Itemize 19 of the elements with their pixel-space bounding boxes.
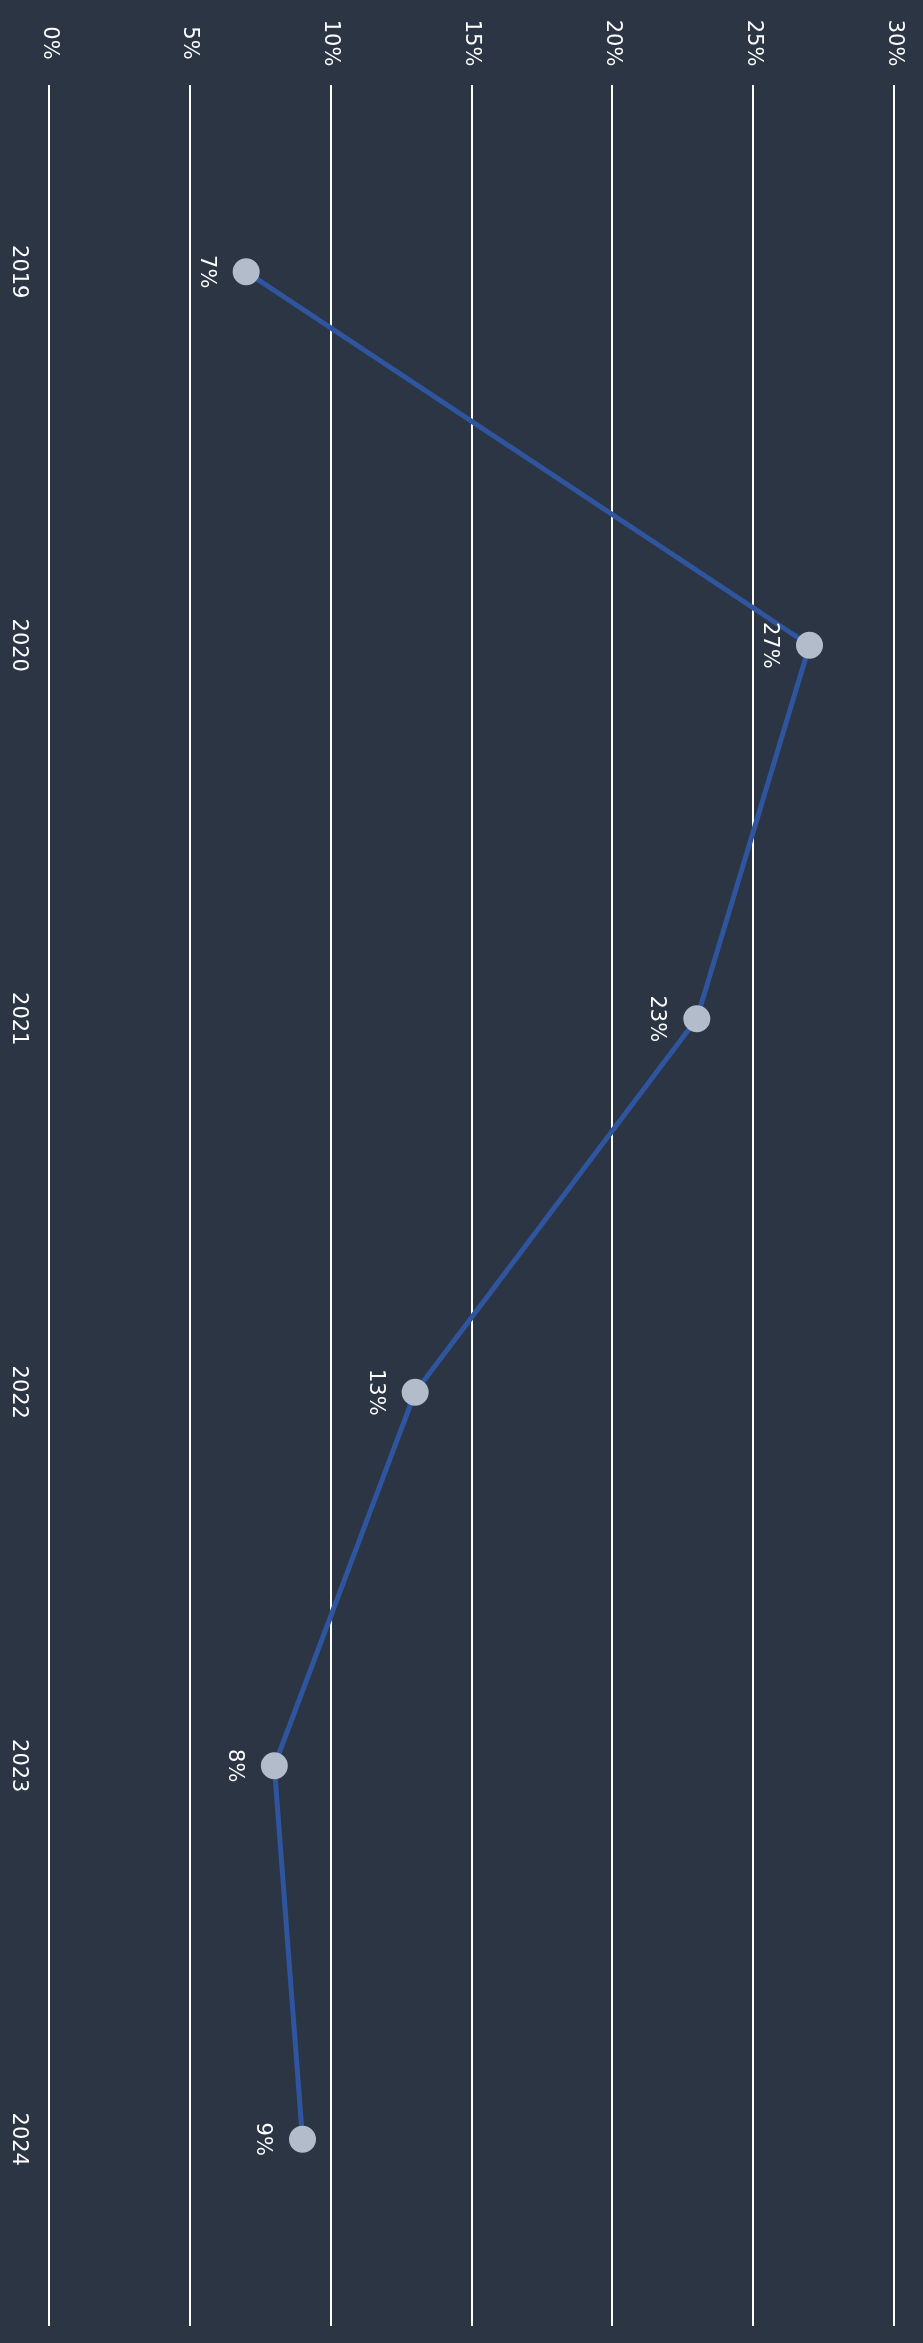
- x-tick-label: 15%: [461, 19, 486, 67]
- data-label: 13%: [364, 1368, 389, 1416]
- y-tick-label: 2019: [7, 245, 32, 299]
- x-tick-label: 25%: [742, 19, 767, 67]
- data-label: 7%: [195, 255, 220, 289]
- data-label: 9%: [252, 2122, 277, 2156]
- y-tick-label: 2022: [7, 1365, 32, 1419]
- x-tick-label: 10%: [320, 19, 345, 67]
- y-tick-label: 2024: [7, 2112, 32, 2166]
- x-tick-label: 5%: [179, 26, 204, 60]
- x-tick-label: 20%: [601, 19, 626, 67]
- data-label: 8%: [223, 1749, 248, 1783]
- y-tick-label: 2023: [7, 1739, 32, 1793]
- y-tick-label: 2021: [7, 992, 32, 1046]
- x-tick-label: 30%: [883, 19, 908, 67]
- y-tick-label: 2020: [7, 618, 32, 672]
- data-label: 27%: [759, 621, 784, 669]
- x-tick-label: 0%: [38, 26, 63, 60]
- data-label: 23%: [646, 995, 671, 1043]
